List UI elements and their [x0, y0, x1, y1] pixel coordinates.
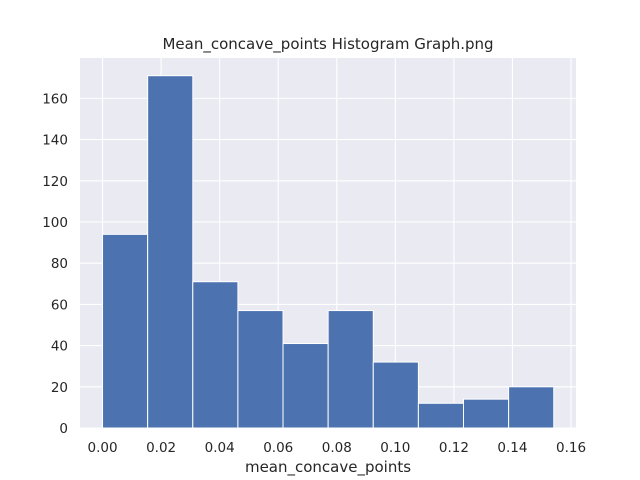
x-tick-label: 0.00 [88, 440, 118, 456]
histogram-bar [417, 402, 465, 429]
y-tick-labels: 0 20 40 60 80 100 120 140 160 [42, 91, 68, 437]
y-tick-label: 20 [51, 380, 68, 396]
y-tick-label: 80 [51, 256, 68, 272]
histogram-bar [102, 233, 149, 429]
x-tick-label: 0.12 [439, 440, 469, 456]
histogram-bar [192, 281, 239, 429]
x-tick-label: 0.08 [322, 440, 352, 456]
x-tick-labels: 0.00 0.02 0.04 0.06 0.08 0.10 0.12 0.14 0.16 [88, 440, 587, 456]
x-axis-label: mean_concave_points [245, 458, 411, 477]
x-tick-label: 0.10 [380, 440, 410, 456]
x-tick-label: 0.04 [205, 440, 235, 456]
y-tick-label: 140 [42, 133, 68, 149]
histogram-bar [372, 361, 419, 429]
histogram-bar [508, 386, 555, 429]
y-tick-label: 40 [51, 339, 68, 355]
y-tick-label: 60 [51, 297, 68, 313]
histogram-bar [147, 75, 194, 429]
y-tick-label: 120 [42, 174, 68, 190]
bars [102, 75, 555, 429]
x-tick-label: 0.14 [497, 440, 527, 456]
chart-title: Mean_concave_points Histogram Graph.png [162, 35, 493, 54]
histogram-bar [282, 343, 329, 429]
x-tick-label: 0.16 [556, 440, 586, 456]
y-tick-label: 160 [42, 91, 68, 107]
histogram-bar [327, 310, 374, 429]
y-tick-label: 0 [59, 421, 68, 437]
x-tick-label: 0.06 [263, 440, 293, 456]
histogram-bar [237, 310, 284, 429]
y-tick-label: 100 [42, 215, 68, 231]
x-tick-label: 0.02 [146, 440, 176, 456]
histogram-bar [463, 398, 510, 429]
